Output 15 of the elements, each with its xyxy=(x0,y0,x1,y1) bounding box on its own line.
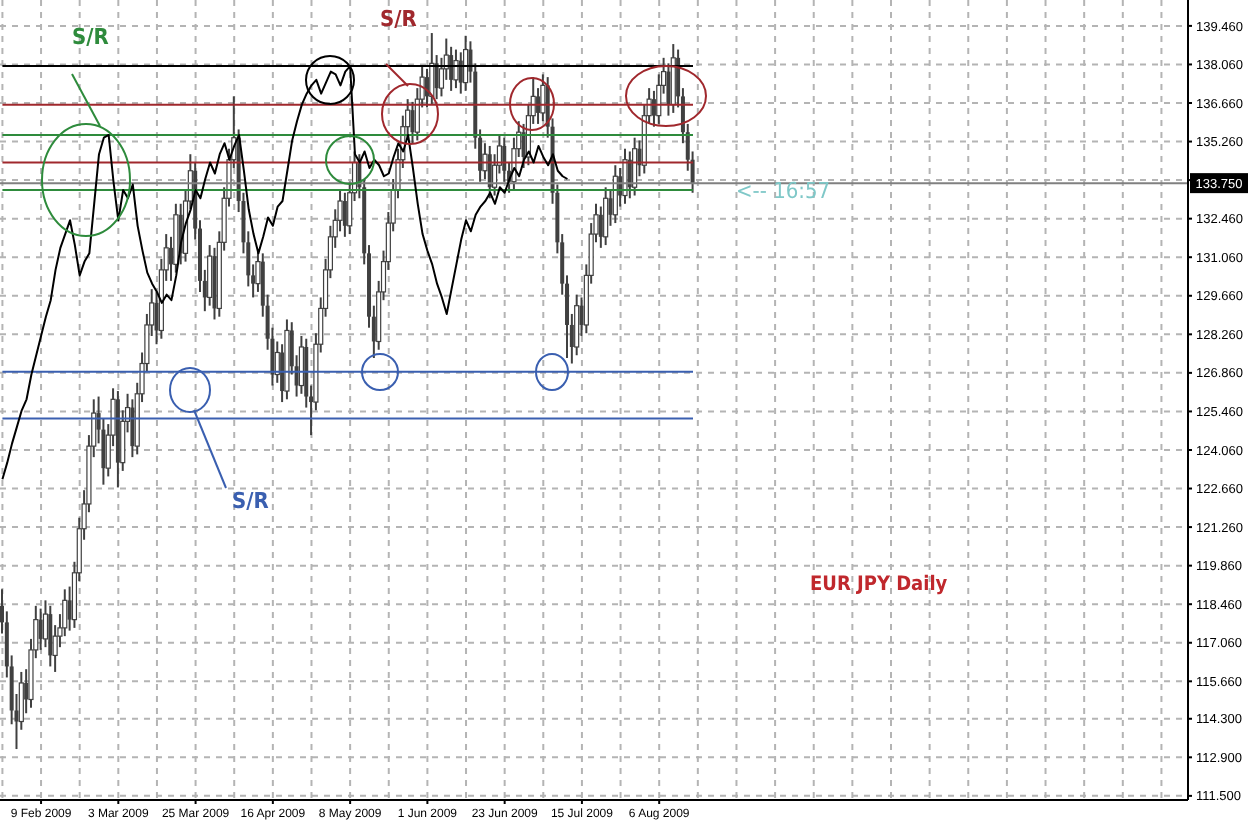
candlestick xyxy=(574,293,580,357)
candlestick xyxy=(670,43,676,114)
candlestick xyxy=(342,191,347,238)
annotation: EUR JPY Daily xyxy=(810,574,948,596)
annotation: S/R xyxy=(232,488,269,514)
candlestick xyxy=(48,604,53,668)
candlestick xyxy=(453,48,459,90)
candlestick xyxy=(622,147,628,205)
candlestick xyxy=(463,34,469,92)
annotation: S/R xyxy=(380,6,417,32)
annotation: S/R xyxy=(72,24,109,50)
annotation: <-- 16:57 xyxy=(736,178,831,204)
candlestick xyxy=(449,45,454,92)
candlestick xyxy=(38,607,43,651)
candlestick xyxy=(603,186,609,247)
